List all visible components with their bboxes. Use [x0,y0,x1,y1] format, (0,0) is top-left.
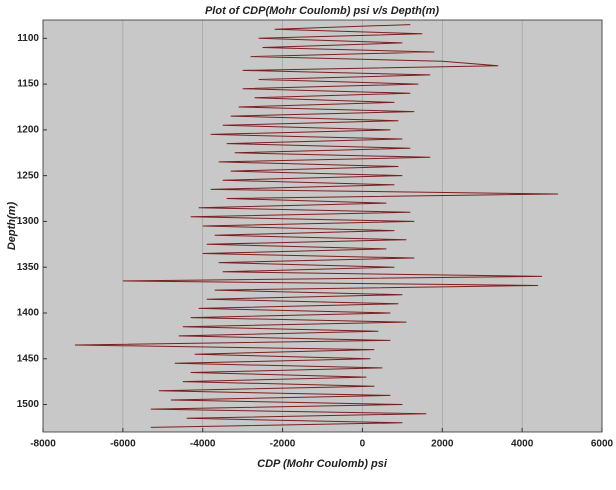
y-tick-label: 1350 [17,262,40,273]
x-tick-label: 4000 [511,439,534,450]
y-tick-label: 1500 [17,399,40,410]
y-tick-label: 1200 [17,125,40,136]
x-tick-label: -2000 [270,439,296,450]
y-tick-label: 1300 [17,216,40,227]
plot-area [43,20,602,432]
x-tick-label: -8000 [30,439,56,450]
y-tick-label: 1450 [17,353,40,364]
x-tick-label: 2000 [431,439,454,450]
y-axis-label: Depth(m) [6,202,18,251]
x-axis-label: CDP (Mohr Coulomb) psi [257,458,388,470]
y-tick-label: 1100 [17,33,39,44]
data-line [74,24,559,428]
chart-title: Plot of CDP(Mohr Coulomb) psi v/s Depth(… [205,5,439,17]
y-tick-label: 1150 [17,79,39,90]
x-tick-label: 6000 [591,439,614,450]
x-tick-label: 0 [360,439,366,450]
y-tick-label: 1400 [17,308,40,319]
axes-frame [42,19,603,433]
y-tick-label: 1250 [17,170,40,181]
x-tick-label: -6000 [110,439,136,450]
x-tick-label: -4000 [190,439,216,450]
